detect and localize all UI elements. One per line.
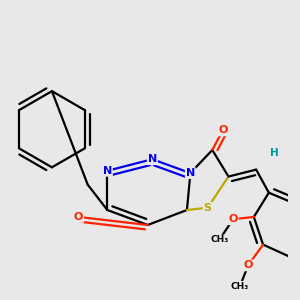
Text: N: N: [103, 166, 112, 176]
Text: S: S: [204, 203, 212, 213]
Text: H: H: [270, 148, 279, 158]
Text: CH₃: CH₃: [231, 282, 249, 291]
Text: N: N: [148, 154, 157, 164]
Text: N: N: [186, 168, 195, 178]
Text: O: O: [74, 212, 83, 222]
Text: O: O: [228, 214, 238, 224]
Text: O: O: [218, 125, 227, 135]
Text: O: O: [243, 260, 253, 270]
Text: CH₃: CH₃: [210, 236, 228, 244]
